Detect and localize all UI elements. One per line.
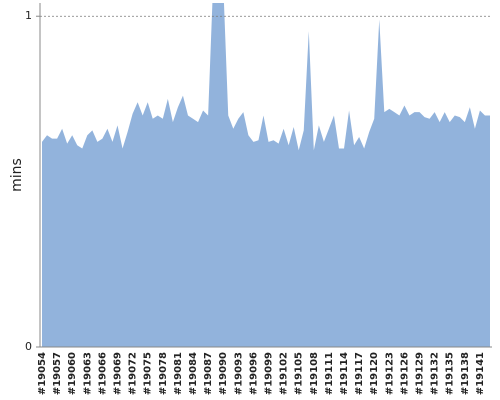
x-tick-label: #19066: [97, 352, 108, 395]
x-tick-label: #19090: [218, 352, 229, 395]
x-tick-label: #19057: [52, 352, 63, 395]
x-tick-label: #19141: [475, 352, 486, 395]
x-tick-label: #19132: [430, 352, 441, 395]
x-tick-label: #19114: [339, 352, 350, 395]
x-tick-label: #19096: [248, 352, 259, 395]
x-tick-label: #19054: [37, 352, 48, 395]
x-tick-label: #19123: [384, 352, 395, 395]
plot-area: [42, 3, 490, 347]
x-tick-label: #19087: [203, 352, 214, 395]
x-tick-label: #19102: [279, 352, 290, 395]
x-tick-label: #19099: [264, 352, 275, 395]
x-tick-label: #19069: [113, 352, 124, 395]
x-tick-label: #19063: [82, 352, 93, 395]
x-tick-label: #19117: [354, 352, 365, 395]
x-tick-label: #19078: [158, 352, 169, 395]
x-tick-label: #19138: [460, 352, 471, 395]
x-tick-label: #19060: [67, 352, 78, 395]
x-tick-label: #19075: [143, 352, 154, 395]
x-tick-label: #19111: [324, 352, 335, 395]
x-tick-label: #19120: [369, 352, 380, 395]
y-axis-label: mins: [9, 158, 25, 192]
x-tick-label: #19072: [128, 352, 139, 395]
x-tick-label: #19084: [188, 352, 199, 395]
x-tick-label: #19093: [233, 352, 244, 395]
x-tick-label: #19108: [309, 352, 320, 395]
x-tick-label: #19081: [173, 352, 184, 395]
x-tick-label: #19126: [399, 352, 410, 395]
x-tick-label: #19129: [415, 352, 426, 395]
x-tick-label: #19105: [294, 352, 305, 395]
y-tick-label: 0: [25, 340, 32, 353]
y-tick-label: 1: [25, 9, 32, 22]
area: [42, 3, 490, 347]
x-tick-label: #19135: [445, 352, 456, 395]
